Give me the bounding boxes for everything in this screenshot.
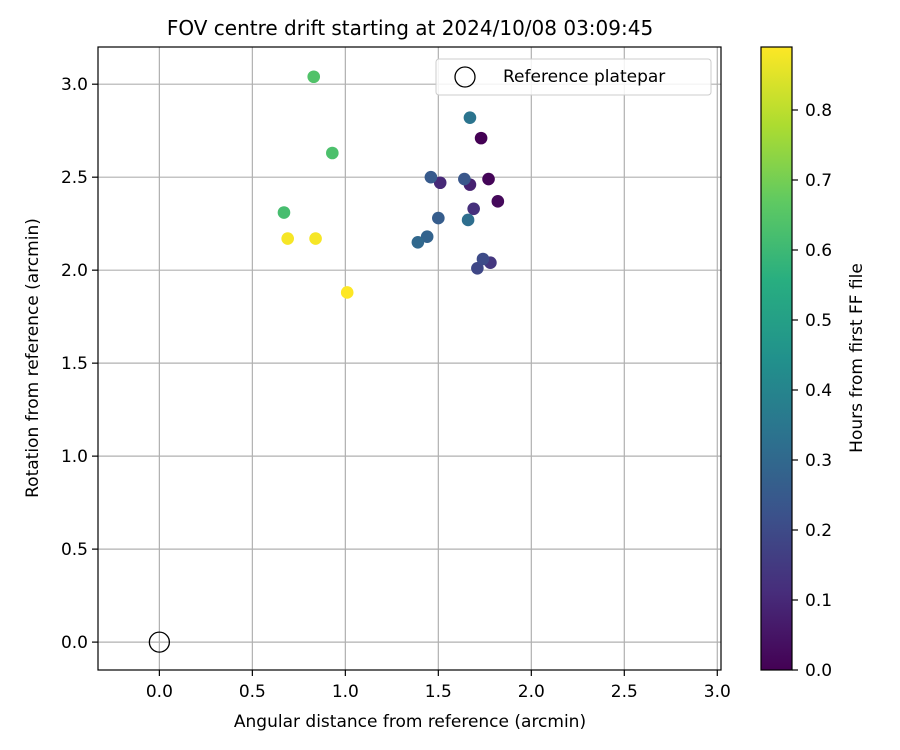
data-point [482,172,495,186]
colorbar-ticks: 0.0 0.1 0.2 0.3 0.4 0.5 0.6 0.7 0.8 [792,101,832,681]
legend-box [435,58,712,96]
y-axis-ticks: 0.0 0.5 1.0 1.5 2.0 2.5 3.0 [61,75,98,653]
y-tick-label: 2.5 [61,168,88,188]
x-tick-label: 0.5 [239,682,266,702]
chart-title: FOV centre drift starting at 2024/10/08 … [167,16,653,40]
legend-label: Reference platepar [503,67,665,87]
data-point [326,146,339,160]
data-points [148,70,505,653]
data-point [491,195,505,208]
y-tick-label: 2.0 [61,261,88,281]
x-tick-label: 3.0 [704,682,731,702]
colorbar-tick-label: 0.3 [805,451,832,471]
data-point [461,213,475,227]
data-point [432,211,445,225]
data-point [463,111,477,124]
data-point [411,235,425,249]
colorbar-tick-label: 0.0 [805,661,832,681]
data-point [474,131,488,145]
x-tick-label: 2.0 [518,682,545,702]
y-tick-label: 1.5 [61,354,88,374]
x-tick-label: 2.5 [611,682,638,702]
colorbar-tick-label: 0.8 [805,101,832,121]
reference-platepar-marker [148,631,171,653]
colorbar-tick-label: 0.2 [805,521,832,541]
x-tick-label: 1.0 [332,682,359,702]
colorbar-tick-label: 0.1 [805,591,832,611]
colorbar-label: Hours from first FF file [847,263,867,453]
data-point [476,252,490,266]
y-tick-label: 3.0 [61,75,88,95]
data-point [307,70,321,84]
data-point [458,172,471,186]
colorbar [760,46,793,671]
data-point [309,232,322,245]
y-tick-label: 1.0 [61,447,88,467]
colorbar-tick-label: 0.5 [805,311,832,331]
plot-frame [97,46,722,671]
colorbar-tick-label: 0.4 [805,381,832,401]
data-point [277,206,291,219]
colorbar-tick-label: 0.7 [805,171,832,191]
data-point [420,230,434,243]
x-tick-label: 0.0 [146,682,173,702]
legend-marker [454,66,476,88]
y-tick-label: 0.0 [61,633,88,653]
data-point [281,232,294,245]
data-point [471,262,484,275]
grid [98,47,721,670]
legend: Reference platepar [435,58,712,96]
colorbar-tick-label: 0.6 [805,241,832,261]
x-axis-ticks: 0.0 0.5 1.0 1.5 2.0 2.5 3.0 [146,670,731,702]
y-tick-label: 0.5 [61,540,88,560]
data-point [433,176,447,190]
y-axis-label: Rotation from reference (arcmin) [23,218,43,498]
data-point [340,286,354,299]
data-point [467,202,480,216]
x-tick-label: 1.5 [425,682,452,702]
x-axis-label: Angular distance from reference (arcmin) [234,712,586,732]
data-point [424,170,438,184]
